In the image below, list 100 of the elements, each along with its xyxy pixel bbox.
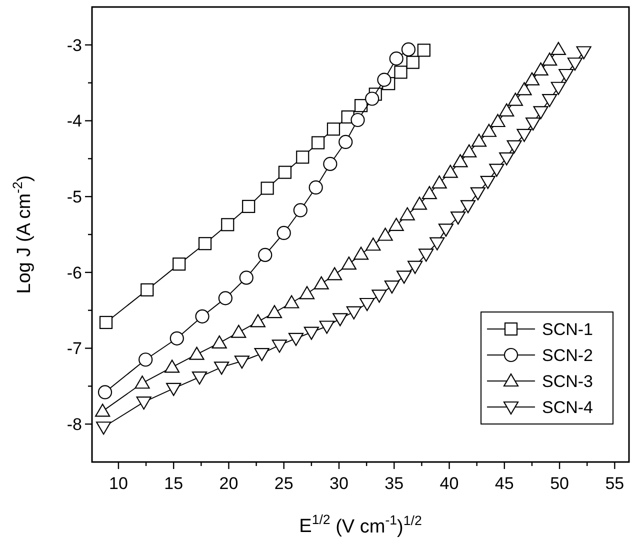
point (412, 196, 428, 210)
point (136, 396, 152, 410)
point (138, 352, 153, 367)
x-tick-label: 25 (274, 474, 294, 493)
point (360, 298, 375, 312)
point (284, 295, 300, 308)
point (260, 182, 274, 195)
point (214, 362, 230, 375)
x-tick-label: 50 (550, 474, 569, 493)
point (499, 103, 514, 116)
point (288, 332, 304, 346)
point (406, 56, 420, 69)
point (170, 331, 184, 346)
point (323, 156, 338, 172)
y-tick-label: -4 (66, 112, 82, 131)
legend-label: SCN-2 (542, 346, 594, 365)
point (166, 382, 182, 396)
point (99, 316, 113, 330)
point (212, 335, 227, 348)
point (396, 270, 412, 284)
point (567, 58, 583, 71)
x-tick-label: 15 (164, 474, 184, 493)
point (189, 346, 204, 360)
point (338, 134, 353, 150)
point (365, 92, 380, 106)
point (192, 372, 208, 385)
point (462, 144, 477, 158)
point (550, 82, 566, 95)
point (378, 228, 393, 241)
point (242, 200, 256, 213)
x-tick-label: 20 (219, 474, 238, 493)
point (432, 175, 447, 188)
point (140, 283, 154, 296)
point (499, 152, 514, 166)
point (234, 356, 250, 369)
x-tick-label: 30 (330, 474, 348, 493)
point (389, 52, 404, 66)
point (490, 114, 506, 128)
point (96, 422, 112, 435)
point (506, 140, 522, 154)
point (524, 72, 540, 86)
point (308, 180, 323, 195)
legend-label: SCN-3 (542, 372, 594, 391)
point (542, 94, 558, 108)
point (481, 124, 497, 137)
point (332, 313, 348, 326)
point (221, 218, 234, 232)
point (326, 122, 340, 136)
point (452, 154, 468, 168)
point (299, 286, 315, 300)
point (350, 112, 365, 128)
point (400, 207, 415, 220)
point (388, 218, 404, 231)
point (250, 314, 266, 328)
point (98, 385, 112, 400)
point (480, 176, 496, 189)
x-axis-title: E$^{1/2}$ (V cm$^{-1}$)$^{1/2}$ (299, 512, 422, 538)
point (293, 203, 308, 218)
point (542, 52, 558, 66)
point (311, 136, 325, 150)
x-tick-label: 35 (384, 474, 404, 493)
point (296, 150, 310, 164)
point (346, 306, 362, 320)
point (401, 42, 416, 57)
point (195, 309, 210, 324)
point (489, 164, 504, 177)
point (304, 326, 319, 340)
point (134, 376, 150, 389)
point (430, 237, 445, 250)
point (327, 267, 342, 280)
y-tick-label: -3 (66, 36, 82, 55)
legend-label: SCN-1 (542, 320, 594, 339)
point (314, 276, 329, 290)
x-tick-label: 40 (440, 474, 459, 493)
point (438, 224, 454, 237)
point (508, 92, 523, 106)
point (198, 237, 212, 250)
point (384, 280, 400, 294)
point (266, 305, 282, 318)
point (272, 340, 288, 353)
y-tick-label: -6 (66, 263, 82, 282)
point (319, 320, 334, 334)
point (341, 256, 356, 270)
point (254, 348, 270, 362)
point (354, 246, 369, 260)
point (394, 66, 408, 79)
point (218, 291, 232, 306)
point (526, 117, 541, 131)
point (470, 187, 486, 200)
y-tick-label: -7 (66, 339, 82, 358)
point (460, 200, 476, 214)
point (366, 238, 381, 251)
x-tick-label: 45 (494, 474, 514, 493)
legend-label: SCN-4 (542, 398, 594, 417)
y-tick-label: -8 (66, 415, 82, 434)
x-tick-label: 55 (605, 474, 624, 493)
point (450, 212, 466, 225)
point (558, 68, 574, 82)
point (258, 248, 272, 262)
point (231, 324, 246, 338)
